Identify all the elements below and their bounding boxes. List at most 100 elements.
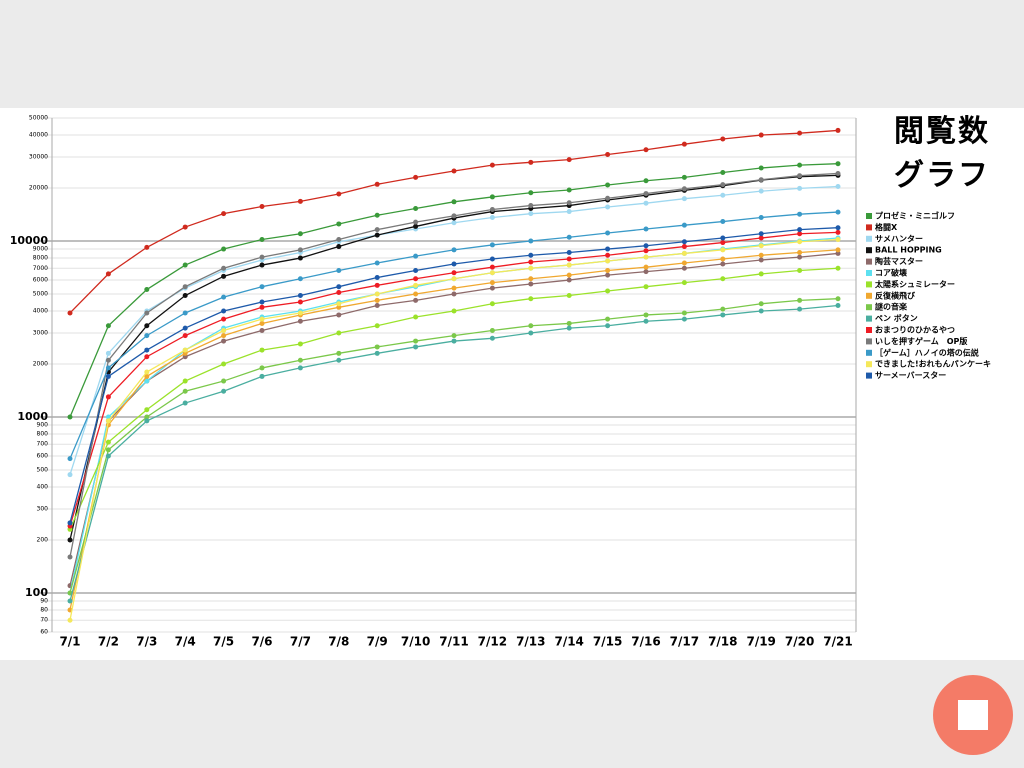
- data-point: [605, 288, 611, 294]
- data-point: [605, 246, 611, 252]
- data-point: [605, 258, 611, 264]
- data-point: [566, 234, 572, 240]
- data-point: [528, 203, 534, 209]
- data-point: [259, 347, 265, 353]
- data-point: [374, 323, 380, 329]
- data-point: [528, 330, 534, 336]
- data-point: [144, 354, 150, 360]
- data-point: [336, 267, 342, 273]
- data-point: [144, 378, 150, 384]
- data-point: [259, 304, 265, 310]
- data-point: [643, 248, 649, 254]
- data-point: [681, 250, 687, 256]
- data-point: [605, 230, 611, 236]
- data-point: [451, 308, 457, 314]
- data-point: [336, 221, 342, 227]
- data-point: [451, 261, 457, 267]
- data-point: [720, 136, 726, 142]
- data-point: [797, 239, 803, 245]
- data-point: [758, 301, 764, 307]
- y-tick-label: 6000: [33, 277, 48, 284]
- data-point: [413, 282, 419, 288]
- data-point: [374, 282, 380, 288]
- data-point: [451, 291, 457, 297]
- data-point: [758, 308, 764, 314]
- data-point: [105, 350, 111, 356]
- data-point: [797, 231, 803, 237]
- data-point: [720, 261, 726, 267]
- data-point: [720, 247, 726, 253]
- y-tick-label: 10000: [10, 234, 49, 247]
- data-point: [643, 254, 649, 260]
- data-point: [605, 152, 611, 158]
- y-tick-label: 700: [37, 441, 49, 448]
- y-tick-label: 3000: [33, 330, 48, 337]
- data-point: [797, 211, 803, 217]
- data-point: [336, 284, 342, 290]
- data-point: [221, 333, 227, 339]
- x-tick-label: 7/10: [401, 635, 430, 649]
- data-point: [489, 301, 495, 307]
- data-point: [758, 257, 764, 263]
- data-point: [105, 373, 111, 379]
- data-point: [797, 173, 803, 179]
- data-point: [720, 276, 726, 282]
- data-point: [643, 264, 649, 270]
- data-point: [413, 253, 419, 259]
- data-point: [797, 267, 803, 273]
- legend-swatch: [866, 258, 872, 265]
- chart-title: 閲覧数グラフ: [894, 114, 990, 193]
- data-point: [336, 301, 342, 307]
- x-tick-label: 7/21: [823, 635, 852, 649]
- data-point: [835, 296, 841, 302]
- legend-label: ［ゲーム］ハノイの塔の伝説: [875, 347, 979, 357]
- data-point: [336, 244, 342, 250]
- data-point: [566, 187, 572, 193]
- data-point: [528, 265, 534, 271]
- data-point: [105, 365, 111, 371]
- data-point: [528, 211, 534, 217]
- y-tick-label: 7000: [33, 265, 48, 272]
- data-point: [105, 439, 111, 445]
- data-point: [758, 177, 764, 183]
- legend-swatch: [866, 361, 872, 368]
- y-tick-label: 8000: [33, 255, 48, 262]
- y-tick-label: 60: [40, 629, 48, 636]
- x-tick-label: 7/9: [367, 635, 388, 649]
- data-point: [413, 291, 419, 297]
- data-point: [489, 270, 495, 276]
- data-point: [259, 284, 265, 290]
- data-point: [643, 243, 649, 249]
- data-point: [259, 373, 265, 379]
- data-point: [144, 407, 150, 413]
- legend-label: 謎の音楽: [875, 302, 908, 312]
- data-point: [67, 537, 73, 543]
- data-point: [451, 270, 457, 276]
- stop-button[interactable]: [933, 675, 1013, 755]
- data-point: [182, 333, 188, 339]
- data-point: [835, 170, 841, 176]
- data-point: [489, 215, 495, 221]
- data-point: [105, 323, 111, 329]
- data-point: [182, 224, 188, 230]
- legend-label: コア破壊: [875, 268, 908, 278]
- data-point: [797, 250, 803, 256]
- data-point: [221, 308, 227, 314]
- data-point: [566, 272, 572, 278]
- x-tick-label: 7/16: [631, 635, 660, 649]
- data-point: [221, 361, 227, 367]
- data-point: [144, 414, 150, 420]
- data-point: [566, 320, 572, 326]
- data-point: [835, 303, 841, 309]
- data-point: [67, 598, 73, 604]
- data-point: [336, 236, 342, 242]
- data-point: [643, 318, 649, 324]
- data-point: [374, 344, 380, 350]
- data-point: [374, 181, 380, 187]
- data-point: [605, 195, 611, 201]
- y-tick-label: 90: [40, 598, 48, 605]
- data-point: [221, 328, 227, 334]
- data-point: [67, 414, 73, 420]
